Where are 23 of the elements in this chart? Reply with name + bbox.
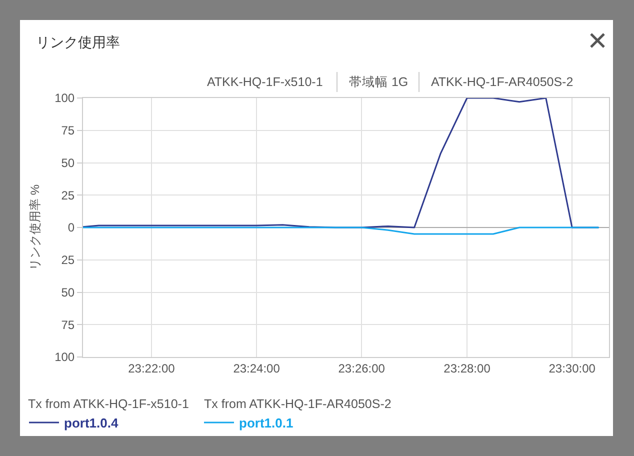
text: Tx from ATKK-HQ-1F-x510-1 [28,397,189,411]
text: 帯域幅 1G [349,75,408,89]
y-tick-label: 75 [61,318,75,332]
y-tick-label: 50 [61,285,75,300]
y-tick-label: 100 [54,350,75,364]
chart-title: リンク使用率 [36,34,120,50]
y-tick-label: 0 [68,220,75,235]
y-tick-label: 50 [61,156,75,170]
legend-label: port1.0.1 [239,416,294,431]
y-axis-title: リンク使用率 % [28,184,42,271]
legend-label: port1.0.4 [64,416,119,431]
y-tick-label: 100 [54,91,75,106]
x-tick-label: 23:26:00 [338,361,386,376]
y-tick-label: 25 [61,188,75,202]
text: ATKK-HQ-1F-AR4050S-2 [431,75,574,89]
x-tick-label: 23:30:00 [548,361,596,376]
y-tick-label: 25 [61,253,75,268]
text: Tx from ATKK-HQ-1F-AR4050S-2 [204,397,392,411]
y-tick-label: 75 [61,124,75,138]
x-tick-label: 23:24:00 [233,361,280,376]
x-tick-label: 23:22:00 [128,361,176,376]
text: ATKK-HQ-1F-x510-1 [207,75,323,89]
x-tick-label: 23:28:00 [444,361,491,376]
